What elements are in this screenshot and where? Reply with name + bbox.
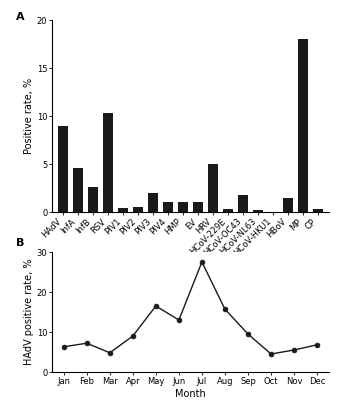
Bar: [298, 39, 308, 212]
Text: A: A: [16, 12, 25, 22]
Bar: [163, 202, 173, 212]
Bar: [88, 187, 98, 212]
Bar: [58, 126, 68, 212]
Bar: [133, 207, 143, 212]
Y-axis label: Positive rate, %: Positive rate, %: [24, 78, 34, 154]
Text: B: B: [16, 238, 25, 248]
Y-axis label: HAdV positive rate, %: HAdV positive rate, %: [24, 259, 34, 365]
Bar: [148, 193, 158, 212]
Bar: [193, 202, 203, 212]
X-axis label: Month: Month: [175, 389, 206, 399]
Bar: [313, 209, 323, 212]
Bar: [238, 195, 248, 212]
Bar: [73, 168, 83, 212]
Bar: [253, 210, 263, 212]
Bar: [208, 164, 218, 212]
Bar: [118, 208, 128, 212]
Bar: [103, 113, 113, 212]
Bar: [223, 209, 233, 212]
Bar: [178, 202, 188, 212]
Bar: [283, 198, 293, 212]
